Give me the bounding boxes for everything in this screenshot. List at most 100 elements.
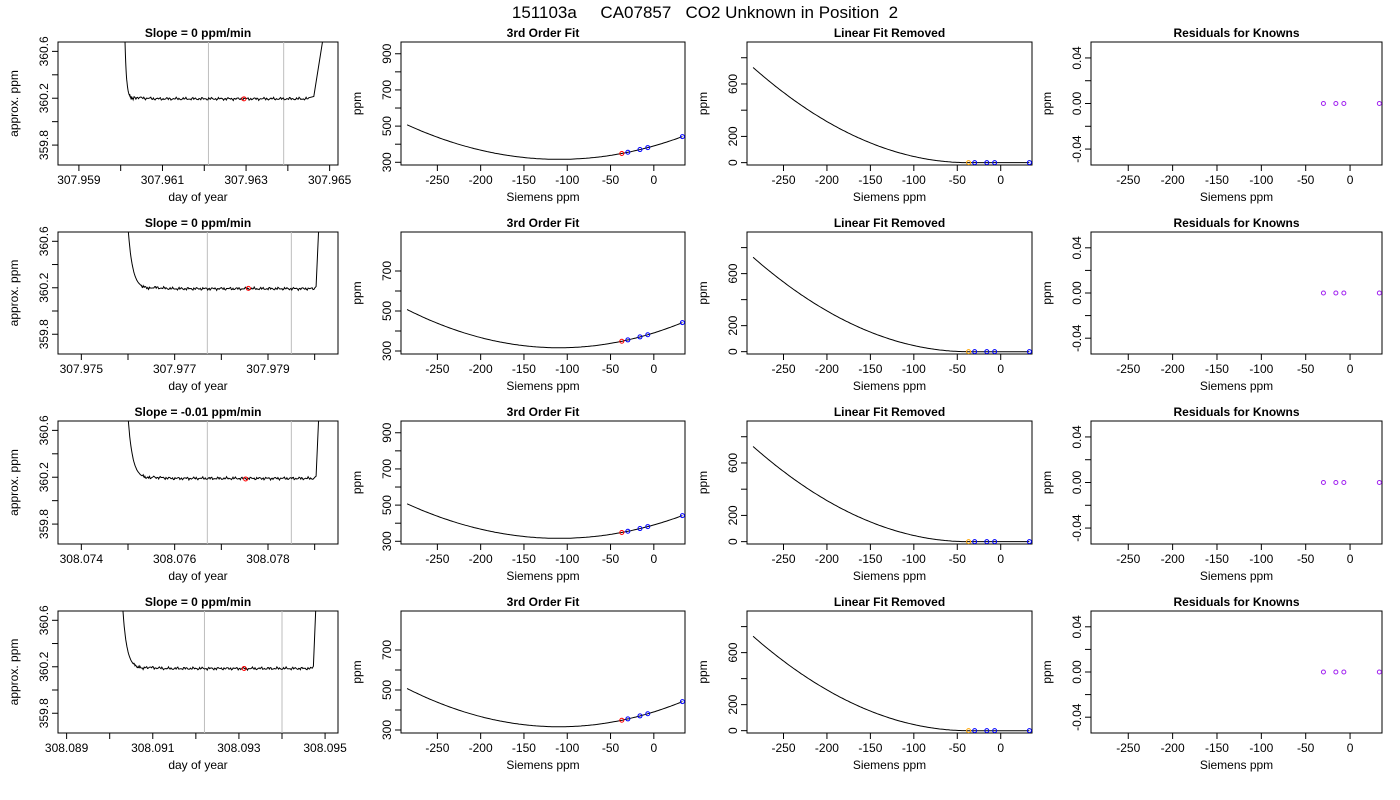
fit-curve-line <box>406 688 683 728</box>
lin-known-point <box>1026 349 1032 355</box>
lin-1-xlabel: Siemens ppm <box>853 379 926 393</box>
res-3-ylabel: ppm <box>1040 660 1054 683</box>
lin-0-xlabel: Siemens ppm <box>853 190 926 204</box>
lin-2-ytick-label: 0 <box>726 538 740 545</box>
res-3-xtick-label: -50 <box>1297 741 1315 755</box>
lin-1-xtick-label: -150 <box>858 362 882 376</box>
lin-known-point <box>992 539 998 545</box>
ts-2-ytick-label: 359.8 <box>37 509 51 539</box>
residual-point <box>1376 480 1382 485</box>
lin-1-ytick-label: 600 <box>726 263 740 283</box>
lin-known-point <box>984 728 990 734</box>
lin-known-point <box>1026 539 1032 545</box>
res-2-xtick-label: 0 <box>1347 552 1354 566</box>
ts-unknown-marker <box>241 96 247 102</box>
residuals-panel-3: -250 -200 -150 -100 -50 0 -0.04 0.00 0.04 Residua… <box>1040 405 1383 583</box>
lin-3-title: Linear Fit Removed <box>834 595 945 609</box>
fit-2-ytick-label: 700 <box>380 459 394 479</box>
ts-3-xtick-label: 308.091 <box>131 741 175 755</box>
ts-unknown-marker <box>241 666 247 672</box>
residual-point <box>1333 669 1339 675</box>
lin-2-xtick-label: -100 <box>902 552 926 566</box>
lin-2-xlabel: Siemens ppm <box>853 569 926 583</box>
ts-0-frame <box>57 41 339 166</box>
ts-trace-line <box>122 611 317 672</box>
fit-0-xtick-label: -200 <box>469 173 493 187</box>
third-order-fit-panel-3: -250 -200 -150 -100 -50 0 300 500 700 900 3rd Orde… <box>350 405 686 583</box>
res-0-ytick-label: 0.04 <box>1070 46 1084 70</box>
lin-1-ylabel: ppm <box>696 281 710 304</box>
lin-1-xtick-label: -250 <box>771 362 795 376</box>
lin-known-point <box>972 349 978 355</box>
third-order-fit-panel-2: -250 -200 -150 -100 -50 0 300 500 700 3rd Order F… <box>350 216 686 393</box>
lin-1-xtick-label: -100 <box>902 362 926 376</box>
ts-unknown-marker <box>243 476 249 482</box>
res-1-xlabel: Siemens ppm <box>1200 379 1273 393</box>
res-2-xtick-label: -100 <box>1249 552 1273 566</box>
lin-3-xtick-label: -200 <box>815 741 839 755</box>
res-1-xtick-label: -200 <box>1161 362 1185 376</box>
fit-1-ytick-label: 500 <box>380 301 394 321</box>
fit-0-xtick-label: -50 <box>602 173 620 187</box>
fit-known-point <box>645 145 651 151</box>
lin-3-ytick-label: 0 <box>726 727 740 734</box>
lin-2-xtick-label: -200 <box>815 552 839 566</box>
fit-known-point <box>679 699 685 705</box>
fit-3-ytick-label: 700 <box>380 640 394 660</box>
fit-known-point <box>679 320 685 326</box>
res-3-xtick-label: -100 <box>1249 741 1273 755</box>
res-0-title: Residuals for Knowns <box>1173 26 1299 40</box>
res-1-xtick-label: -250 <box>1116 362 1140 376</box>
timeseries-panel-2: 307.975 307.977 307.979 359.8 360.2 360.6 Slop… <box>7 216 339 393</box>
ts-trace-line <box>124 42 323 102</box>
residuals-panel-2: -250 -200 -150 -100 -50 0 -0.04 0.00 0.04 Residua… <box>1040 216 1383 393</box>
fit-1-xtick-label: -250 <box>425 362 449 376</box>
residual-point <box>1320 669 1326 675</box>
lin-2-frame <box>746 420 1033 545</box>
fit-known-point <box>645 332 651 338</box>
fit-0-title: 3rd Order Fit <box>507 26 580 40</box>
fit-1-xtick-label: -50 <box>602 362 620 376</box>
res-3-ytick-label: 0.04 <box>1070 615 1084 639</box>
fit-2-xtick-label: -200 <box>469 552 493 566</box>
residual-point <box>1341 669 1347 675</box>
figure-title: 151103a CA07857 CO2 Unknown in Position … <box>512 3 898 22</box>
linear-fit-removed-panel-3: -250 -200 -150 -100 -50 0 0 200 600 Linear Fit Re… <box>696 405 1033 583</box>
ts-1-xtick-label: 307.975 <box>60 362 104 376</box>
lin-known-point <box>984 160 990 166</box>
res-1-ytick-label: 0.04 <box>1070 236 1084 260</box>
ts-3-frame <box>57 610 339 734</box>
res-2-xtick-label: -50 <box>1297 552 1315 566</box>
fit-1-xtick-label: -100 <box>555 362 579 376</box>
fit-2-xtick-label: -50 <box>602 552 620 566</box>
timeseries-panel-4: 308.089 308.091 308.093 308.095 359.8 360.2 36… <box>7 595 347 772</box>
lin-0-xtick-label: 0 <box>997 173 1004 187</box>
lin-curve-line <box>752 446 1030 543</box>
ts-2-frame <box>57 420 339 545</box>
ts-0-xtick-label: 307.959 <box>57 173 101 187</box>
res-0-xtick-label: -250 <box>1116 173 1140 187</box>
res-2-ytick-label: -0.04 <box>1070 514 1084 542</box>
residual-point <box>1320 290 1326 296</box>
lin-0-xtick-label: -200 <box>815 173 839 187</box>
fit-2-frame <box>400 420 686 545</box>
fit-1-xtick-label: -200 <box>469 362 493 376</box>
lin-unknown-point <box>966 728 972 734</box>
ts-3-xtick-label: 308.095 <box>303 741 347 755</box>
lin-unknown-point <box>966 349 972 355</box>
fit-0-xtick-label: -150 <box>512 173 536 187</box>
fit-2-xlabel: Siemens ppm <box>506 569 579 583</box>
fit-2-title: 3rd Order Fit <box>507 405 580 419</box>
lin-known-point <box>984 539 990 545</box>
lin-1-xtick-label: 0 <box>997 362 1004 376</box>
fit-0-ytick-label: 500 <box>380 116 394 136</box>
fit-2-xtick-label: -250 <box>425 552 449 566</box>
fit-1-xtick-label: 0 <box>650 362 657 376</box>
fit-curve-line <box>406 309 683 349</box>
fit-3-frame <box>400 610 686 734</box>
fit-0-xtick-label: -100 <box>555 173 579 187</box>
residuals-panel-4: -250 -200 -150 -100 -50 0 -0.04 0.00 0.04 Residua… <box>1040 595 1383 772</box>
ts-3-xtick-label: 308.093 <box>217 741 261 755</box>
lin-3-ytick-label: 600 <box>726 642 740 662</box>
